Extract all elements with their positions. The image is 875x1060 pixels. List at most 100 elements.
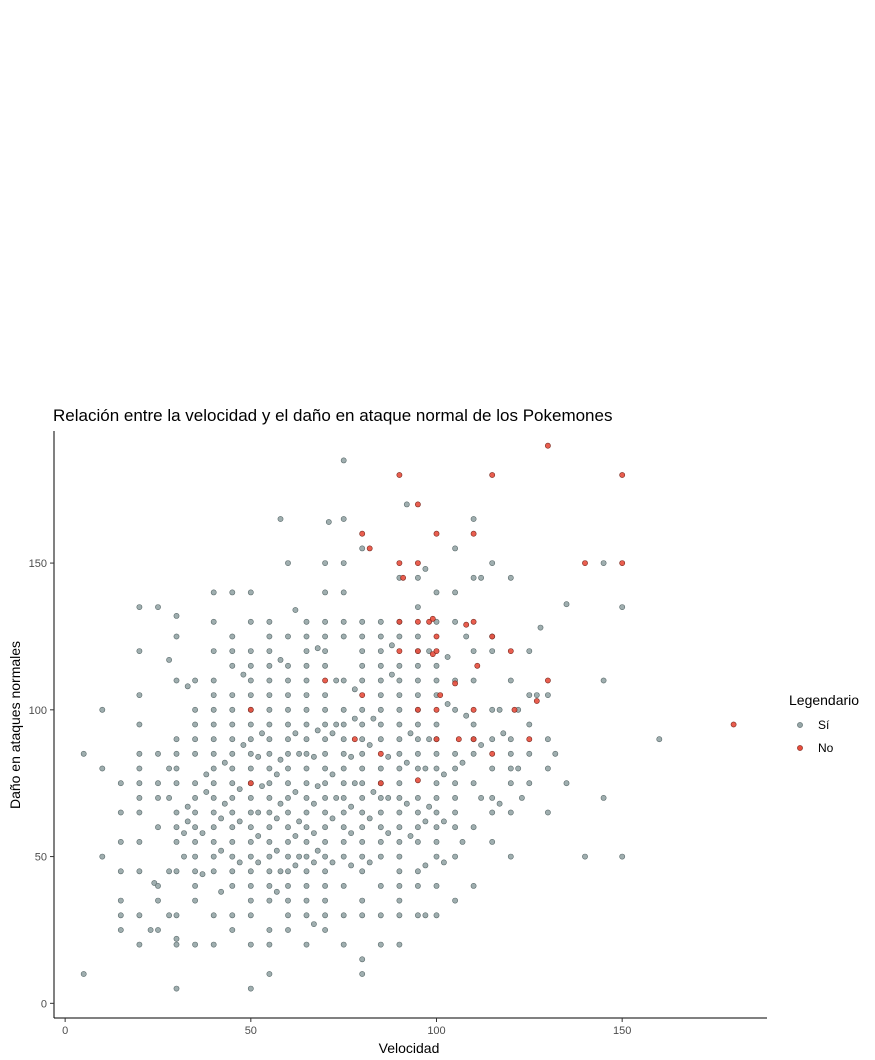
- point-si: [285, 750, 291, 757]
- point-si: [496, 706, 503, 713]
- point-si: [433, 795, 440, 801]
- point-si: [340, 912, 347, 919]
- point-si: [266, 692, 273, 698]
- point-si: [285, 824, 291, 831]
- point-si: [359, 809, 366, 816]
- point-si: [396, 912, 403, 919]
- point-si: [322, 927, 328, 933]
- point-si: [277, 800, 284, 807]
- point-si: [322, 853, 328, 860]
- point-si: [533, 692, 540, 698]
- point-si: [173, 935, 180, 942]
- point-si: [229, 692, 236, 698]
- point-si: [470, 883, 477, 889]
- point-si: [545, 692, 551, 698]
- point-si: [285, 809, 291, 816]
- point-si: [444, 701, 451, 707]
- y-tick-label: 100: [29, 705, 47, 717]
- point-no: [247, 706, 254, 713]
- point-si: [545, 809, 551, 816]
- point-si: [303, 795, 310, 801]
- point-si: [210, 677, 217, 684]
- point-si: [285, 780, 291, 787]
- point-si: [192, 677, 198, 684]
- point-si: [619, 604, 626, 610]
- point-si: [229, 839, 236, 845]
- point-si: [247, 824, 254, 831]
- y-ticks: 0 50 100 150: [29, 558, 54, 1010]
- point-si: [117, 927, 124, 933]
- point-si: [266, 897, 273, 904]
- point-si: [422, 862, 429, 869]
- point-si: [192, 736, 198, 743]
- point-no: [433, 530, 440, 537]
- point-si: [173, 809, 180, 816]
- x-tick-label: 100: [427, 1025, 445, 1037]
- point-si: [600, 560, 607, 566]
- point-si: [173, 839, 180, 845]
- point-no: [414, 560, 421, 566]
- point-si: [452, 809, 458, 816]
- point-si: [340, 809, 347, 816]
- point-si: [173, 912, 180, 919]
- point-si: [489, 648, 496, 654]
- point-si: [210, 736, 217, 743]
- point-si: [136, 868, 143, 875]
- point-si: [489, 795, 496, 801]
- point-si: [192, 706, 198, 713]
- point-si: [296, 750, 302, 757]
- point-si: [210, 853, 217, 860]
- point-si: [210, 868, 217, 875]
- legend-key-si: [797, 722, 803, 728]
- point-si: [322, 795, 328, 801]
- point-si: [259, 783, 265, 789]
- point-si: [303, 648, 310, 654]
- point-si: [155, 604, 161, 610]
- point-si: [247, 662, 254, 669]
- point-no: [545, 677, 551, 684]
- y-tick-label: 0: [41, 998, 47, 1010]
- point-si: [303, 706, 310, 713]
- point-si: [192, 853, 198, 860]
- point-si: [329, 815, 336, 822]
- point-si: [218, 888, 224, 895]
- point-si: [247, 883, 254, 889]
- point-si: [340, 765, 347, 772]
- point-si: [377, 736, 384, 743]
- point-no: [433, 736, 440, 743]
- point-si: [433, 839, 440, 845]
- point-si: [463, 633, 470, 640]
- point-no: [470, 736, 477, 743]
- point-si: [266, 721, 273, 728]
- point-si: [210, 721, 217, 728]
- point-si: [385, 830, 392, 836]
- point-no: [426, 618, 432, 625]
- point-si: [303, 897, 310, 904]
- point-si: [155, 883, 161, 889]
- point-si: [310, 753, 317, 760]
- point-si: [377, 941, 384, 948]
- point-si: [266, 750, 273, 757]
- point-si: [181, 853, 187, 860]
- point-si: [507, 780, 514, 787]
- point-si: [322, 750, 328, 757]
- point-si: [136, 795, 143, 801]
- point-si: [303, 750, 310, 757]
- point-si: [359, 824, 366, 831]
- x-tick-label: 150: [613, 1025, 631, 1037]
- point-si: [285, 883, 291, 889]
- point-si: [359, 677, 366, 684]
- point-si: [229, 780, 236, 787]
- point-si: [277, 756, 284, 763]
- point-si: [322, 662, 328, 669]
- point-si: [322, 589, 328, 596]
- legend-items: Sí No: [797, 718, 834, 755]
- point-si: [173, 750, 180, 757]
- point-si: [136, 839, 143, 845]
- point-si: [310, 921, 317, 927]
- point-si: [459, 759, 466, 766]
- point-si: [322, 809, 328, 816]
- point-si: [229, 809, 236, 816]
- point-si: [192, 941, 198, 948]
- point-si: [340, 853, 347, 860]
